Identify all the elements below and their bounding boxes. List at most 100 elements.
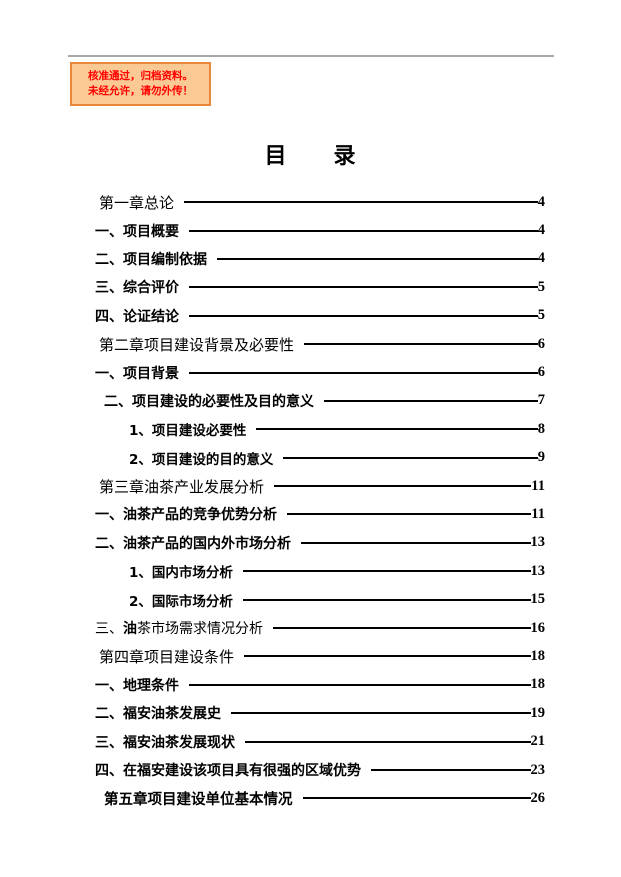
toc-entry-label: 四、在福安建设该项目具有很强的区域优势 [95,760,361,780]
toc-leader-line [244,655,531,658]
toc-page-number: 13 [530,562,546,579]
toc-entry-label: 一、项目背景 [95,363,179,383]
toc-entry-label: 一、地理条件 [95,675,179,695]
toc-entry-label: 三、福安油茶发展现状 [95,732,235,752]
toc-entry[interactable]: 二、项目编制依据 4 [95,245,545,273]
toc-entry-label-part: 2、国际市场分析 [129,593,233,610]
toc-entry[interactable]: 1、项目建设必要性 8 [95,415,545,443]
toc-entry[interactable]: 第二章项目建设背景及必要性 6 [95,330,545,358]
toc-page-number: 18 [530,647,546,664]
toc-entry[interactable]: 一、油茶产品的竞争优势分析 11 [95,500,545,528]
toc-page-number: 19 [530,704,546,721]
toc-leader-line [371,769,531,771]
toc-page-number: 7 [537,392,545,409]
toc-entry-label-part: 二、项目编制依据 [95,251,207,268]
toc-page-number: 6 [537,364,545,381]
toc-entry-label-part: 2、项目建设的目的意义 [129,451,274,468]
toc-leader-line [256,428,538,431]
toc-page-number: 26 [530,789,546,806]
toc-entry-label: 二、项目建设的必要性及目的意义 [95,391,314,411]
toc-entry-label-part: 一、项目背景 [95,365,179,382]
page-title: 目 录 [264,144,357,169]
stamp-text-line1: 核准通过，归档资料。 [88,70,193,82]
toc-entry[interactable]: 四、在福安建设该项目具有很强的区域优势 23 [95,756,545,784]
toc-list: 第一章总论 4 一、项目概要 4 二、项目编制依据 4 三、综合评价 5 四、论证结论 5 第二章项… [95,188,545,813]
toc-leader-line [245,740,531,743]
toc-leader-line [189,286,538,289]
toc-entry-label-part: 三、 [95,622,123,638]
toc-entry-label: 第三章油茶产业发展分析 [95,476,264,497]
toc-entry[interactable]: 第五章项目建设单位基本情况 26 [95,784,545,812]
toc-entry-label-part: 第四章项目建设条件 [99,649,235,666]
toc-entry-label-part: 第三章油茶产业发展分析 [99,479,265,496]
toc-entry[interactable]: 1、国内市场分析 13 [95,557,545,585]
toc-entry-label: 二、项目编制依据 [95,249,207,269]
toc-page-number: 9 [537,449,545,466]
toc-entry[interactable]: 三、综合评价 5 [95,273,545,301]
toc-leader-line [189,229,538,232]
toc-entry[interactable]: 第三章油茶产业发展分析 11 [95,472,545,500]
toc-entry-label: 2、项目建设的目的意义 [95,448,273,468]
toc-page-number: 8 [537,420,545,437]
toc-entry-label-part: 第五章项目建设单位基本情况 [104,791,293,808]
toc-leader-line [273,627,531,630]
toc-page-number: 11 [531,477,545,494]
toc-entry-label: 1、项目建设必要性 [95,419,246,439]
toc-leader-line [189,314,538,317]
toc-page-number: 4 [537,193,545,210]
toc-leader-line [189,683,531,686]
toc-leader-line [324,399,538,402]
toc-entry[interactable]: 一、项目概要 4 [95,216,545,244]
toc-page-number: 11 [531,505,545,522]
toc-entry-label-part: 四、论证结论 [95,308,179,325]
toc-page-number: 16 [530,619,546,636]
toc-page-number: 23 [530,761,546,778]
toc-entry-label-part: 三、福安油茶发展现状 [95,734,235,751]
toc-page-number: 5 [537,307,545,324]
toc-entry-label-part: 一、地理条件 [95,677,179,694]
toc-entry-label-part: 二、项目建设的必要性及目的意义 [104,393,314,410]
toc-page-number: 5 [537,278,545,295]
toc-entry-label-part: 二、油茶产品的国内外市场分析 [95,535,291,552]
toc-entry-label: 第四章项目建设条件 [95,646,234,667]
toc-entry-label-part: 1、国内市场分析 [129,565,233,582]
toc-entry-label-part: 二、福安油茶发展史 [95,706,221,723]
toc-entry-label-part: 油 [123,621,137,638]
toc-entry-label-part: 1、项目建设必要性 [129,423,247,440]
toc-entry-label-part: 第二章项目建设背景及必要性 [99,337,295,354]
toc-entry-label-part: 三、综合评价 [95,280,179,297]
toc-entry[interactable]: 一、地理条件 18 [95,671,545,699]
toc-entry-label-part: 一、项目概要 [95,223,179,240]
toc-entry-label-part: 一、油茶产品的竞争优势分析 [95,507,277,524]
toc-entry[interactable]: 一、项目背景 6 [95,358,545,386]
toc-page-number: 21 [530,733,546,750]
toc-entry[interactable]: 二、油茶产品的国内外市场分析 13 [95,529,545,557]
toc-entry-label-part: 第一章总论 [99,195,175,212]
toc-entry-label: 第二章项目建设背景及必要性 [95,334,294,355]
toc-leader-line [304,343,538,346]
toc-entry[interactable]: 第一章总论 4 [95,188,545,216]
toc-entry-label-part: 四、在福安建设该项目具有很强的区域优势 [95,763,361,779]
toc-leader-line [302,797,531,800]
toc-entry[interactable]: 三、油茶市场需求情况分析 16 [95,614,545,642]
toc-leader-line [242,570,531,573]
toc-leader-line [274,485,532,488]
toc-entry[interactable]: 2、国际市场分析 15 [95,585,545,613]
toc-entry[interactable]: 二、项目建设的必要性及目的意义 7 [95,387,545,415]
toc-entry-label: 一、油茶产品的竞争优势分析 [95,504,277,524]
toc-entry[interactable]: 三、福安油茶发展现状 21 [95,727,545,755]
toc-entry-label: 第五章项目建设单位基本情况 [95,788,293,809]
toc-page-number: 4 [537,250,545,267]
toc-entry-label: 二、油茶产品的国内外市场分析 [95,533,291,553]
toc-leader-line [301,541,531,544]
toc-entry[interactable]: 2、项目建设的目的意义 9 [95,444,545,472]
toc-page-number: 13 [530,534,546,551]
toc-entry[interactable]: 第四章项目建设条件 18 [95,642,545,670]
toc-leader-line [231,712,531,715]
toc-entry[interactable]: 二、福安油茶发展史 19 [95,699,545,727]
toc-page-number: 15 [530,591,546,608]
toc-entry-label: 二、福安油茶发展史 [95,703,221,723]
toc-entry[interactable]: 四、论证结论 5 [95,302,545,330]
toc-entry-label-part: 茶市场需求情况分析 [137,622,263,638]
